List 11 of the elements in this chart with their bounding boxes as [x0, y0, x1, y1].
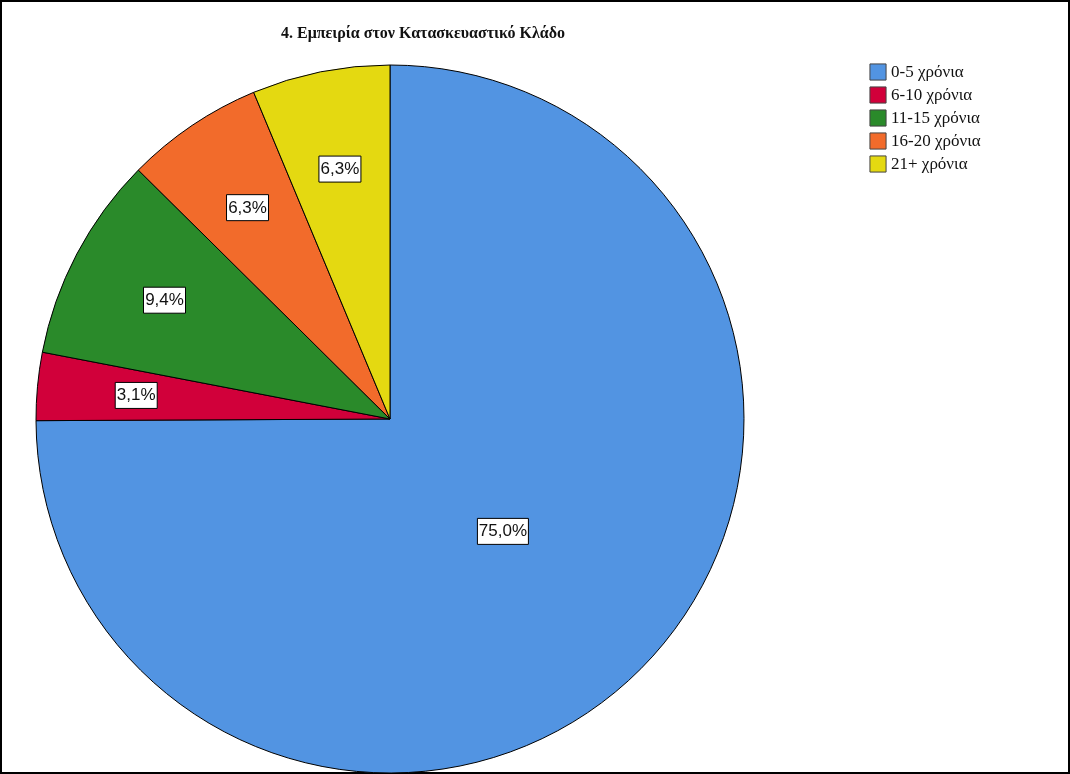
legend-label: 16-20 χρόνια [891, 131, 981, 150]
legend-label: 11-15 χρόνια [891, 108, 981, 127]
data-label: 9,4% [145, 290, 184, 310]
legend-label: 6-10 χρόνια [891, 85, 973, 104]
legend-label: 21+ χρόνια [891, 154, 968, 173]
data-label: 6,3% [228, 197, 267, 217]
data-label: 75,0% [478, 521, 528, 541]
chart-title: 4. Εμπειρία στον Κατασκευαστικό Κλάδο [281, 24, 566, 42]
data-label: 3,1% [116, 385, 156, 405]
data-label: 6,3% [320, 159, 360, 179]
legend-label: 0-5 χρόνια [891, 62, 964, 81]
